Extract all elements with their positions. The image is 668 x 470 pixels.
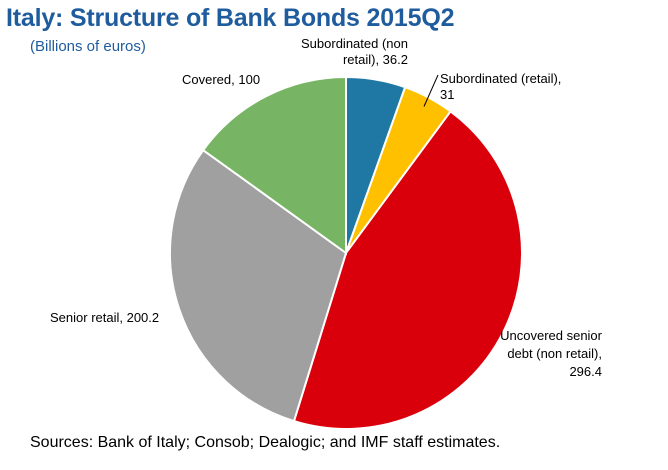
chart-subtitle: (Billions of euros) bbox=[30, 38, 146, 55]
pie-slice-uncovered-senior-debt-non-retail bbox=[292, 110, 524, 430]
slice-label-2: Subordinated (retail), 31 bbox=[440, 71, 561, 102]
pie-slice-covered bbox=[201, 75, 347, 255]
slice-label-3: Uncovered senior debt (non retail), 296.4 bbox=[500, 328, 603, 379]
slice-label-4: Senior retail, 200.2 bbox=[50, 310, 159, 325]
source-note: Sources: Bank of Italy; Consob; Dealogic… bbox=[30, 434, 501, 451]
leader-line bbox=[423, 74, 439, 107]
slice-label-1: Subordinated (non retail), 36.2 bbox=[301, 36, 408, 67]
slice-label-5: Covered, 100 bbox=[182, 72, 260, 87]
chart-title: Italy: Structure of Bank Bonds 2015Q2 bbox=[6, 4, 455, 32]
pie-slice-senior-retail bbox=[169, 148, 348, 423]
